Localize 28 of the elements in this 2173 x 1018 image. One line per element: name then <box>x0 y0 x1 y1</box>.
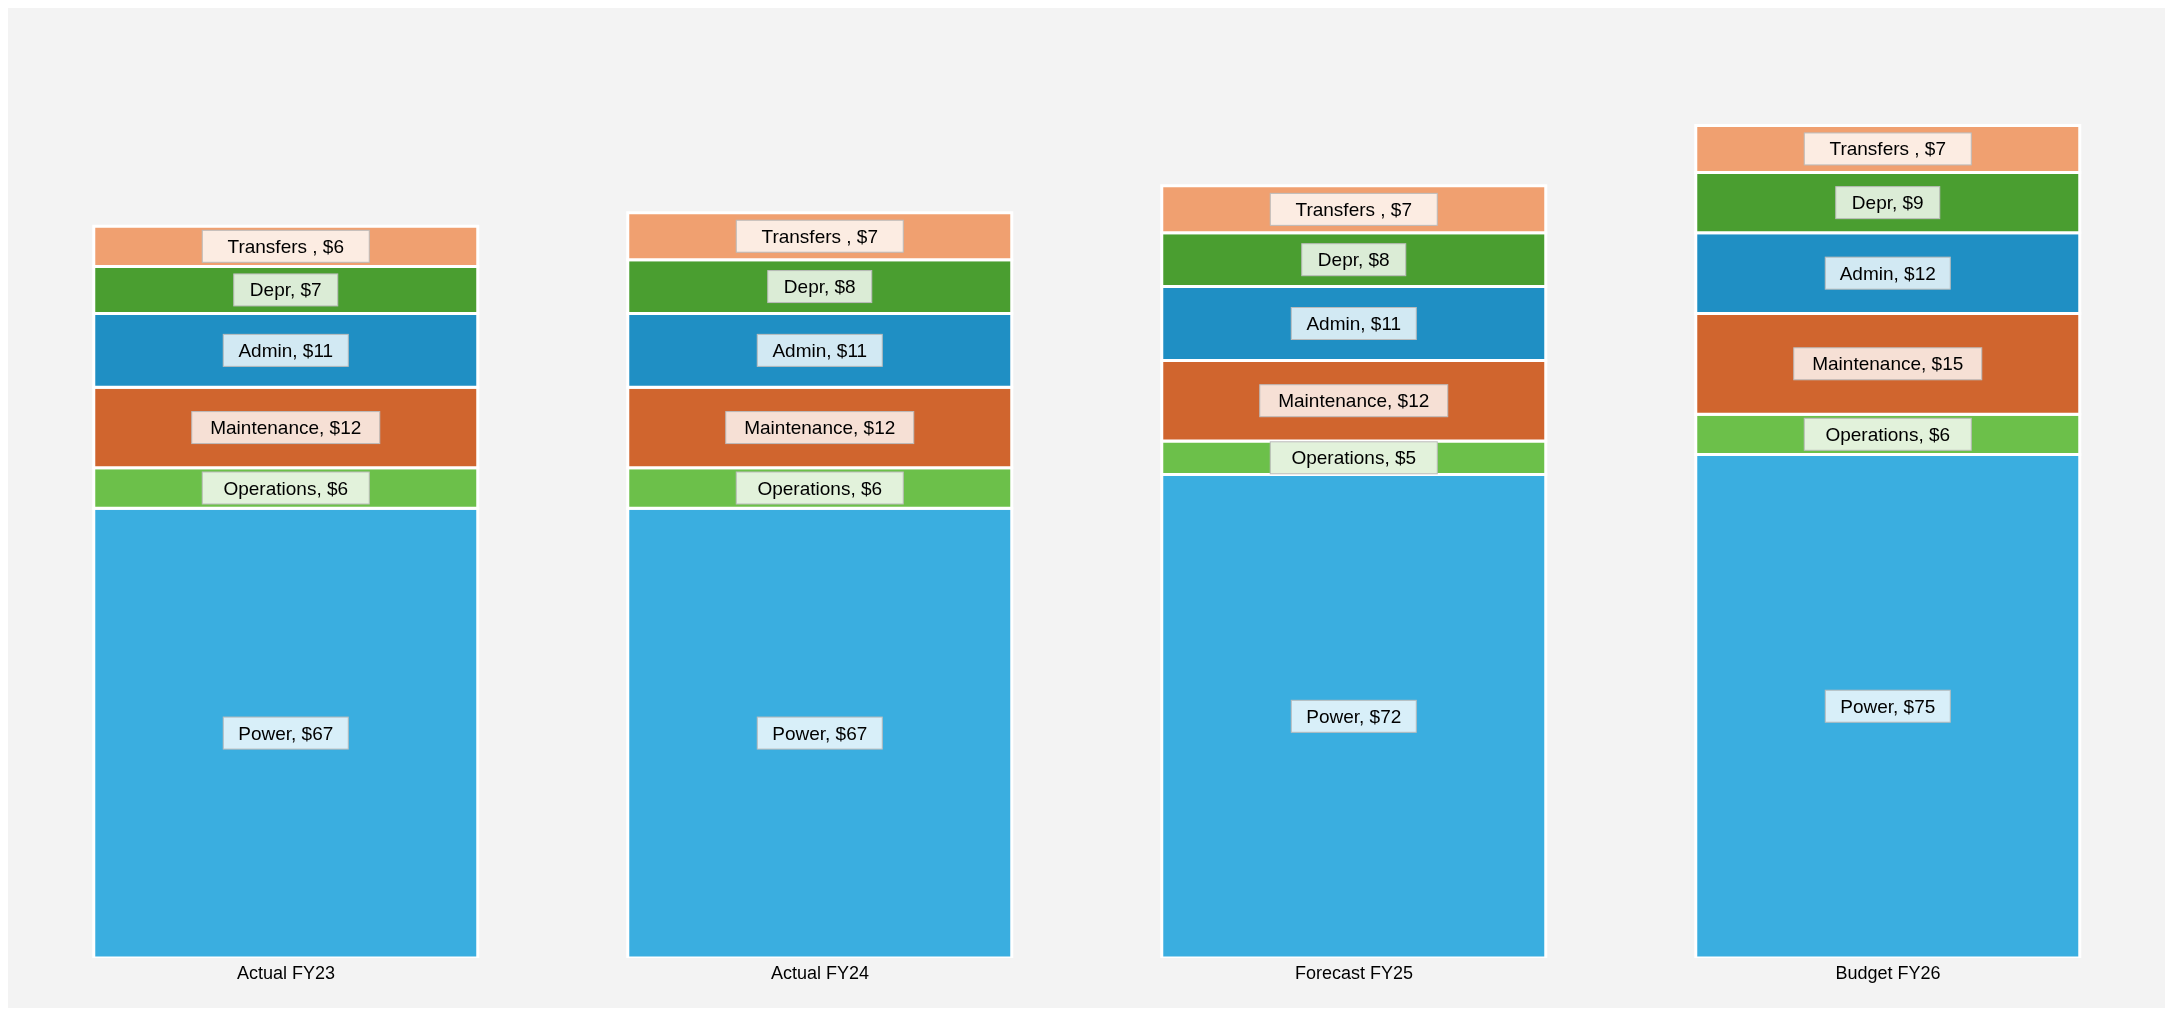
data-label: Admin, $11 <box>238 339 334 361</box>
data-label: Operations, $6 <box>1825 423 1951 445</box>
x-tick-label: Budget FY26 <box>1835 962 1941 983</box>
data-label: Maintenance, $12 <box>1278 390 1430 412</box>
data-label: Maintenance, $12 <box>744 417 896 439</box>
data-label: Power, $67 <box>772 722 868 744</box>
data-label: Maintenance, $12 <box>210 417 362 439</box>
data-label: Maintenance, $15 <box>1812 353 1964 375</box>
data-label: Admin, $11 <box>772 339 868 361</box>
data-label: Operations, $6 <box>223 477 349 499</box>
data-label: Operations, $5 <box>1291 447 1417 469</box>
data-label: Depr, $8 <box>1317 249 1390 271</box>
data-label: Depr, $7 <box>249 279 322 301</box>
data-label: Admin, $12 <box>1839 262 1936 284</box>
data-label: Transfers , $7 <box>1829 138 1947 160</box>
data-label: Depr, $9 <box>1851 192 1924 214</box>
data-label: Depr, $8 <box>783 276 856 298</box>
data-label: Transfers , $6 <box>227 235 345 257</box>
data-label: Transfers , $7 <box>1295 198 1413 220</box>
data-label: Power, $75 <box>1840 695 1936 717</box>
data-label: Power, $72 <box>1306 705 1402 727</box>
x-tick-label: Actual FY23 <box>236 962 336 983</box>
data-label: Transfers , $7 <box>761 225 879 247</box>
data-label: Admin, $11 <box>1306 313 1402 334</box>
data-label: Power, $67 <box>238 722 334 744</box>
x-tick-label: Forecast FY25 <box>1294 962 1414 983</box>
x-tick-label: Actual FY24 <box>770 962 870 983</box>
data-label: Operations, $6 <box>757 477 883 499</box>
